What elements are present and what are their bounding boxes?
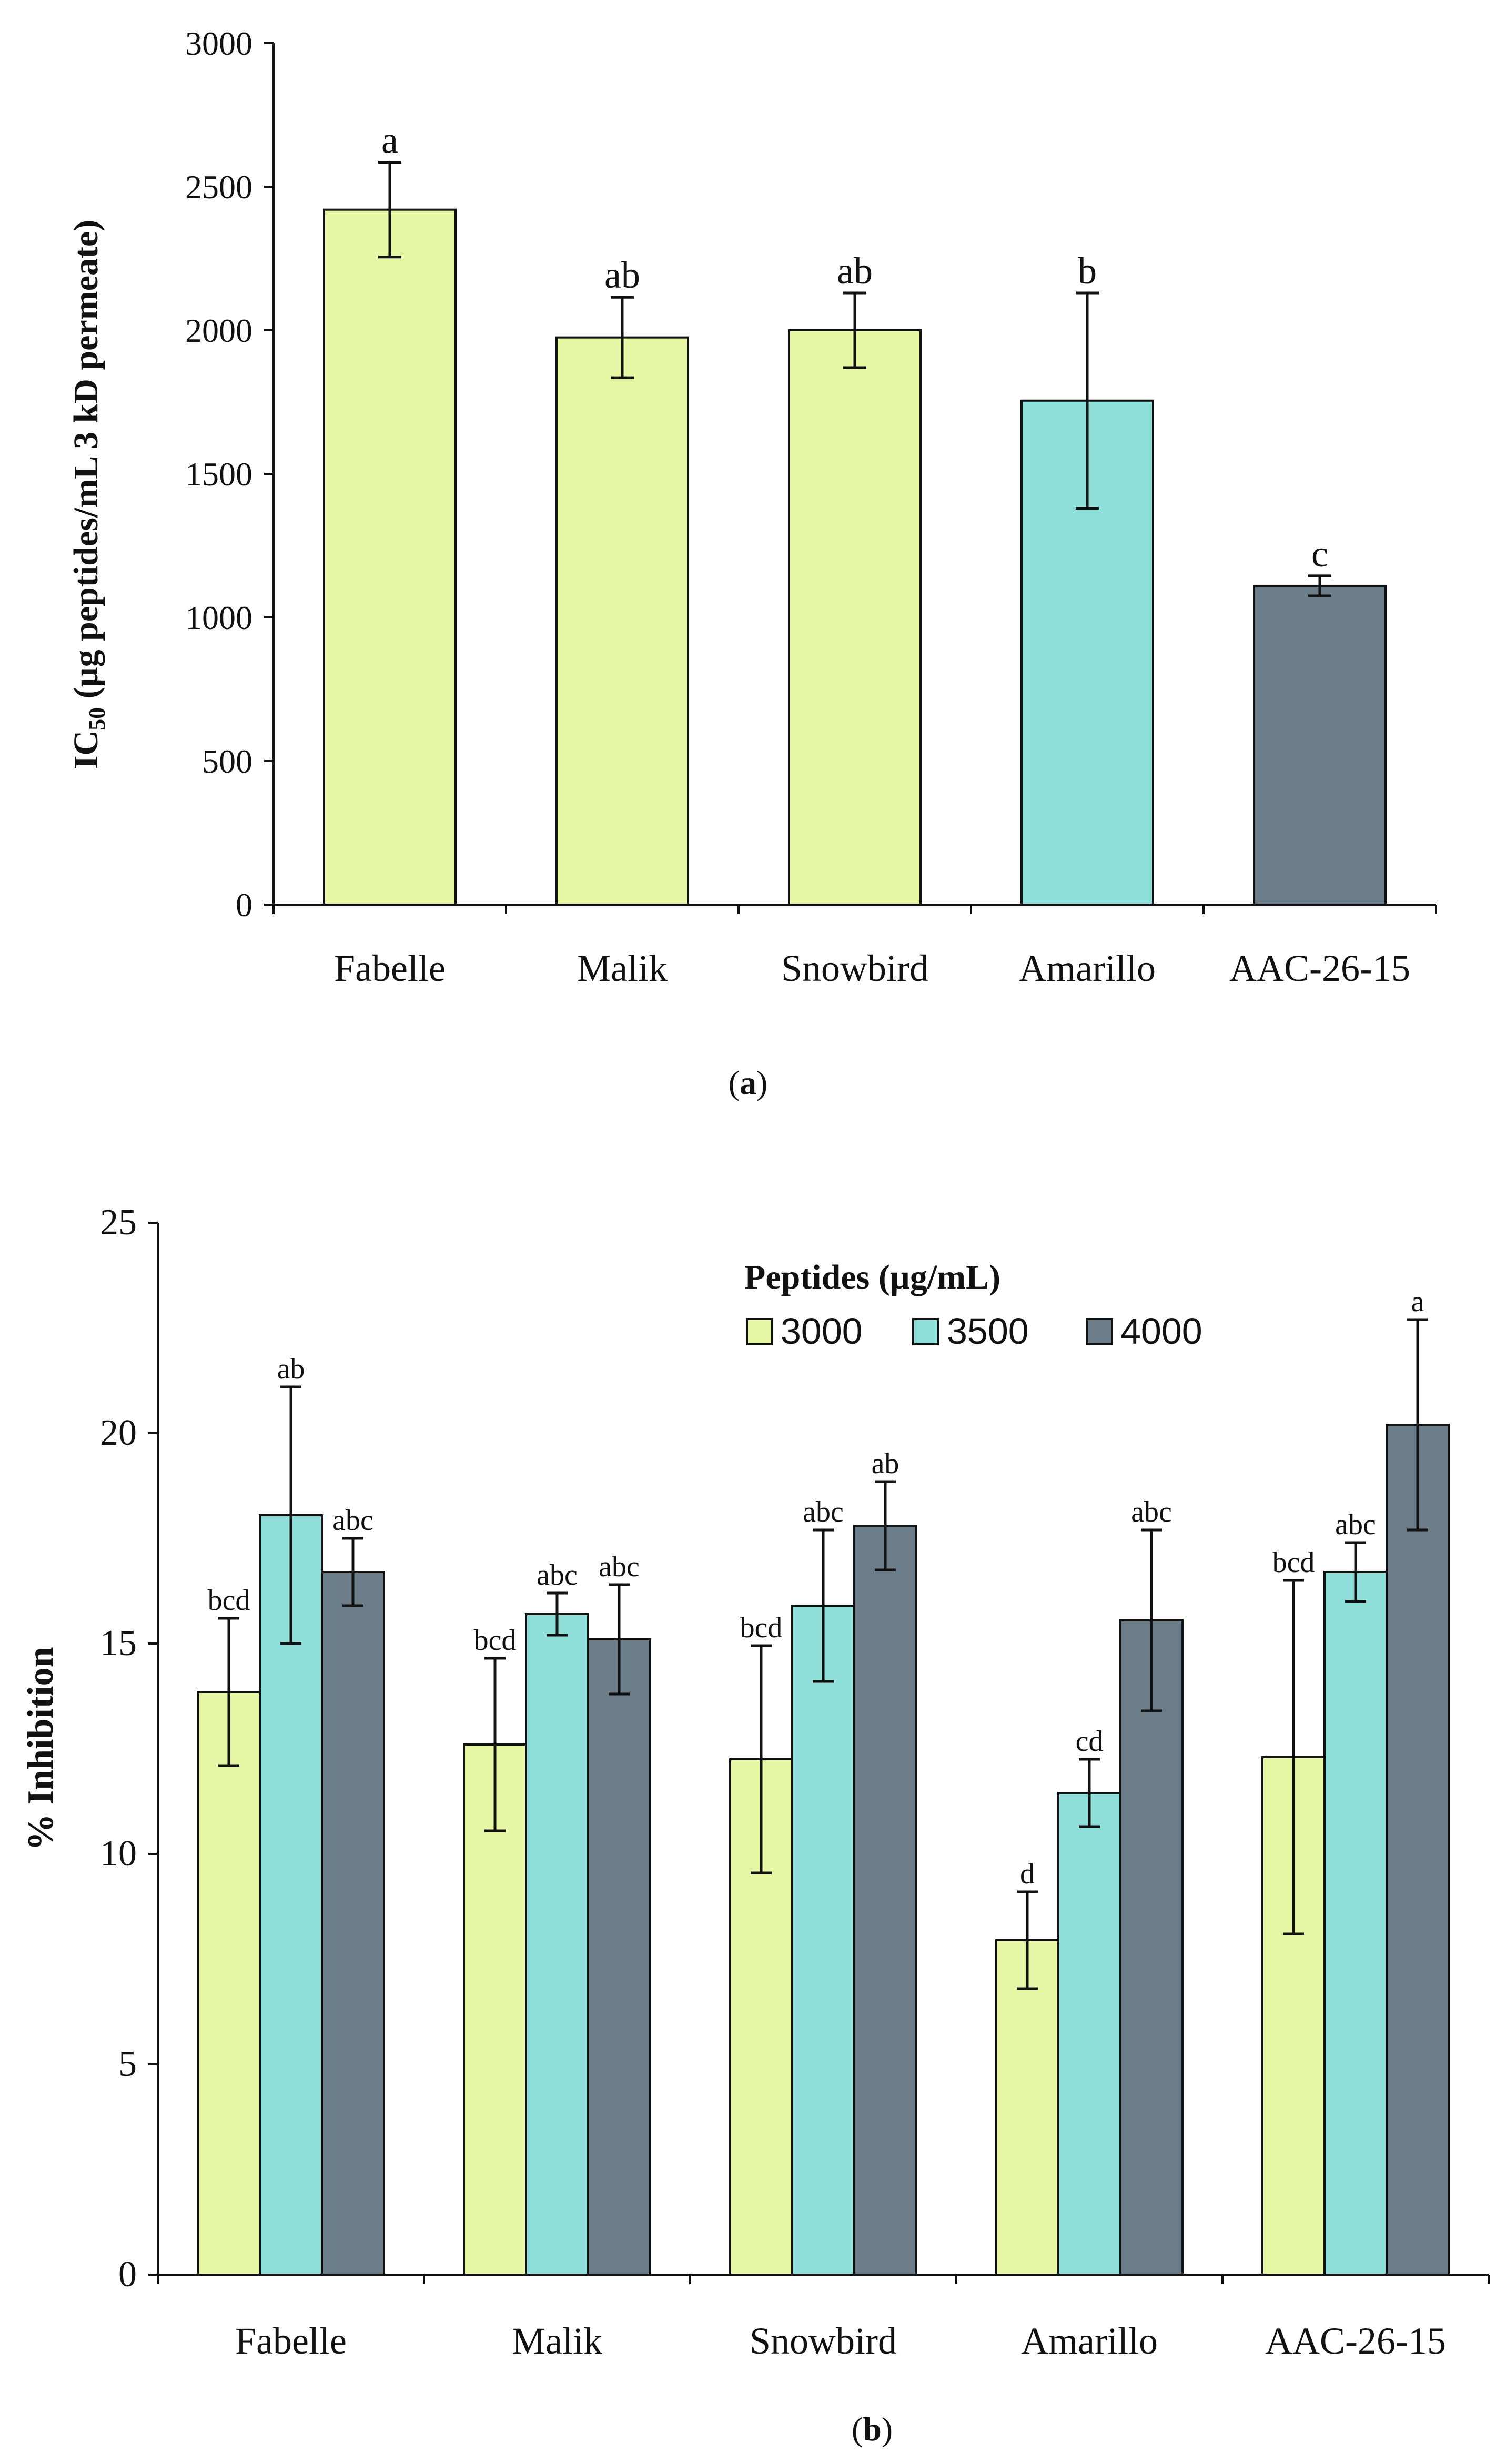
chart-a-y-tick-label: 2500 — [185, 168, 252, 206]
chart-b-category-label: Amarillo — [1021, 2320, 1158, 2362]
chart-b-bar-fabelle-4000 — [321, 1571, 385, 2276]
chart-b-significance-letter: ab — [872, 1447, 899, 1480]
chart-b-significance-letter: abc — [803, 1496, 844, 1528]
chart-a-bar-snowbird — [788, 329, 922, 906]
chart-b-bar-amarillo-4000 — [1119, 1619, 1184, 2276]
chart-b-bar-aac-26-15-4000 — [1386, 1424, 1450, 2276]
chart-b-bar-amarillo-3500 — [1057, 1792, 1121, 2276]
legend-swatch-3000 — [746, 1318, 773, 1345]
chart-b-bar-amarillo-3000 — [995, 1939, 1059, 2276]
chart-b-bar-snowbird-4000 — [853, 1525, 917, 2276]
chart-b-significance-letter: ab — [277, 1353, 305, 1385]
chart-a-significance-letter: ab — [604, 254, 640, 296]
chart-b-significance-letter: abc — [537, 1559, 578, 1591]
chart-b-significance-letter: bcd — [474, 1624, 517, 1657]
panel-b-caption: (b) — [852, 2410, 893, 2448]
chart-a-y-tick-label: 1000 — [185, 599, 252, 636]
chart-b-significance-letter: abc — [332, 1504, 373, 1537]
chart-a-significance-letter: a — [381, 119, 398, 161]
chart-a-bars: a ab ab b c — [323, 119, 1387, 906]
chart-a-bar-aac-26-15 — [1253, 584, 1387, 906]
chart-b-significance-letter: abc — [1335, 1508, 1376, 1541]
chart-b-y-tick-label: 20 — [100, 1413, 137, 1453]
chart-b-y-tick-label: 25 — [100, 1202, 137, 1243]
chart-b-category-label: Snowbird — [750, 2320, 897, 2362]
chart-a-category-label: AAC-26-15 — [1229, 947, 1410, 989]
chart-a-y-tick-label: 0 — [236, 886, 252, 924]
chart-a-bar-fabelle — [323, 208, 457, 906]
chart-b-category-label: Malik — [512, 2320, 602, 2362]
chart-a-category-label: Snowbird — [781, 947, 928, 989]
chart-a-y-tick-label: 500 — [202, 743, 252, 780]
chart-a: IC50 (µg peptides/mL 3 kD permeate) 0 500… — [67, 25, 1437, 1101]
chart-b-significance-letter: a — [1411, 1285, 1424, 1318]
chart-a-bar-malik — [555, 336, 689, 906]
chart-b-y-axis-label: % Inhibition — [21, 1647, 61, 1850]
legend-title: Peptides (µg/mL) — [744, 1258, 1000, 1296]
legend-swatch-3500 — [912, 1318, 939, 1345]
chart-b-significance-letter: bcd — [208, 1584, 250, 1617]
chart-a-y-tick-label: 1500 — [185, 455, 252, 493]
chart-b-bar-fabelle-3000 — [197, 1691, 261, 2276]
chart-b-significance-letter: bcd — [740, 1611, 783, 1644]
chart-b-bar-malik-3000 — [463, 1743, 527, 2276]
chart-a-category-label: Fabelle — [334, 947, 446, 989]
chart-b: % Inhibition 0 5 10 15 20 25 Fabelle Malik Snowb… — [21, 1202, 1490, 2448]
chart-b-bar-malik-4000 — [587, 1638, 651, 2276]
chart-b-y-tick-label: 0 — [118, 2254, 137, 2295]
chart-b-significance-letter: d — [1020, 1858, 1035, 1890]
chart-a-category-label: Amarillo — [1019, 947, 1156, 989]
chart-b-category-label: AAC-26-15 — [1265, 2320, 1446, 2362]
chart-a-significance-letter: ab — [837, 250, 873, 292]
chart-b-significance-letter: cd — [1076, 1725, 1104, 1758]
chart-a-y-tick-label: 3000 — [185, 25, 252, 62]
chart-b-bar-malik-3500 — [525, 1613, 589, 2276]
chart-b-y-tick-label: 15 — [100, 1623, 137, 1664]
legend-label-3500: 3500 — [947, 1311, 1029, 1352]
chart-b-legend: Peptides (µg/mL) 3000 3500 4000 — [744, 1258, 1202, 1352]
chart-b-significance-letter: abc — [1131, 1496, 1172, 1528]
chart-b-significance-letter: bcd — [1272, 1546, 1315, 1579]
chart-b-axes: 0 5 10 15 20 25 Fabelle Malik Snowbird Amarillo AA… — [100, 1202, 1490, 2362]
chart-a-y-tick-label: 2000 — [185, 312, 252, 349]
chart-a-y-axis-label: IC50 (µg peptides/mL 3 kD permeate) — [67, 220, 110, 769]
chart-b-y-tick-label: 10 — [100, 1833, 137, 1874]
chart-b-y-tick-label: 5 — [118, 2044, 137, 2084]
chart-a-significance-letter: c — [1311, 533, 1328, 575]
legend-swatch-4000 — [1086, 1318, 1113, 1345]
chart-a-axes: 0 500 1000 1500 2000 2500 3000 Fabelle Malik Snow… — [185, 25, 1437, 989]
chart-a-category-label: Malik — [577, 947, 668, 989]
chart-b-significance-letter: abc — [599, 1550, 640, 1583]
legend-label-3000: 3000 — [781, 1311, 863, 1352]
chart-b-bar-aac-26-15-3500 — [1323, 1571, 1388, 2276]
chart-b-bar-snowbird-3500 — [791, 1605, 855, 2276]
legend-label-4000: 4000 — [1120, 1311, 1202, 1352]
chart-a-significance-letter: b — [1078, 250, 1097, 292]
panel-a-caption: (a) — [729, 1064, 768, 1101]
chart-b-category-label: Fabelle — [235, 2320, 347, 2362]
